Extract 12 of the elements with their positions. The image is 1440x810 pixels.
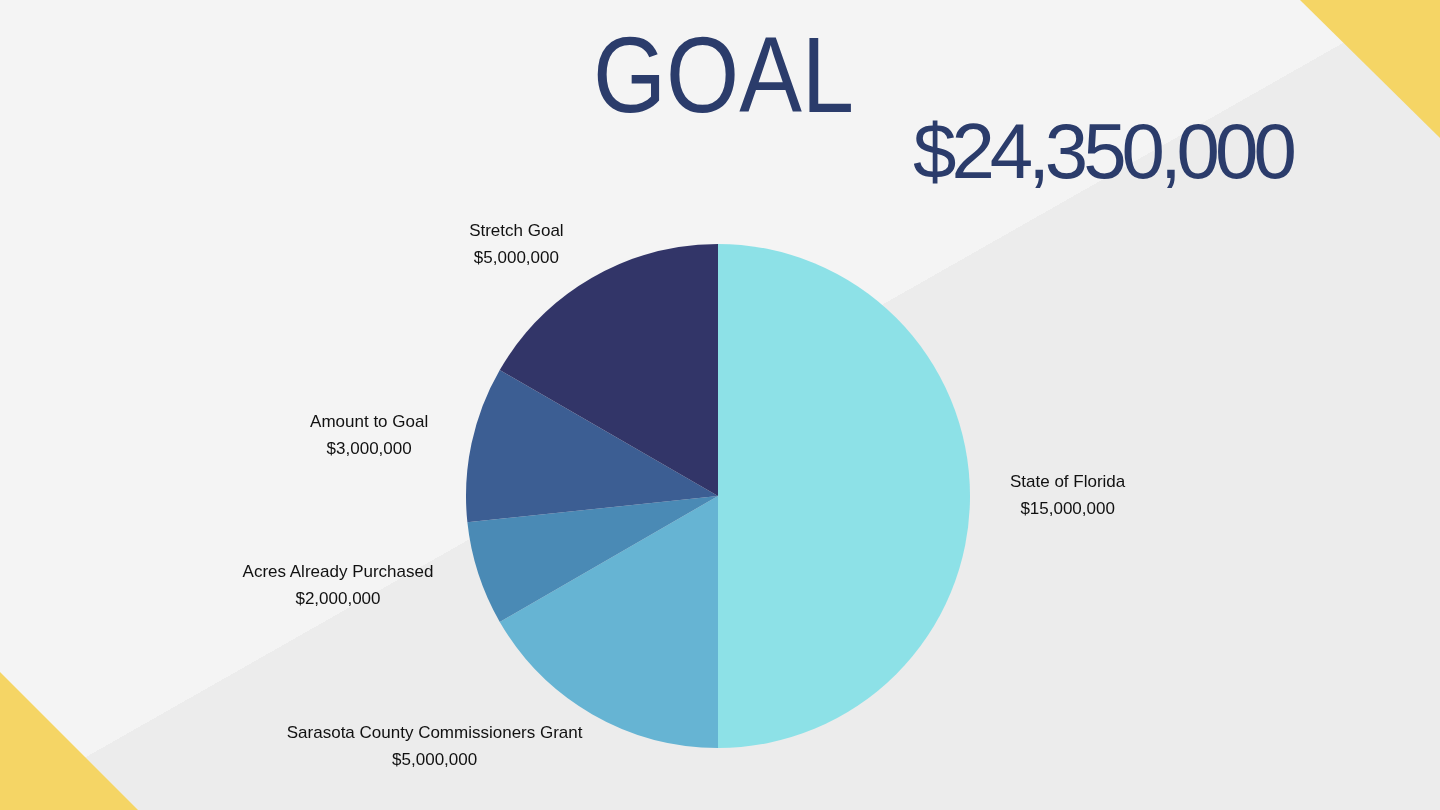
slice-label: Sarasota County Commissioners Grant (286, 723, 583, 743)
chart-title: GOAL (593, 14, 855, 135)
data-label: $15,000,000 (1020, 499, 1115, 519)
data-label: $3,000,000 (326, 438, 412, 458)
slice-label: Acres Already Purchased (242, 561, 434, 581)
chart-subtitle: $24,350,000 (913, 107, 1294, 195)
slice-label: Stretch Goal (469, 221, 564, 241)
data-label: $2,000,000 (295, 588, 381, 608)
data-label: $5,000,000 (473, 248, 559, 268)
data-label: $5,000,000 (392, 750, 478, 770)
slice-label: Amount to Goal (310, 411, 429, 431)
slice-label: State of Florida (1010, 472, 1126, 492)
